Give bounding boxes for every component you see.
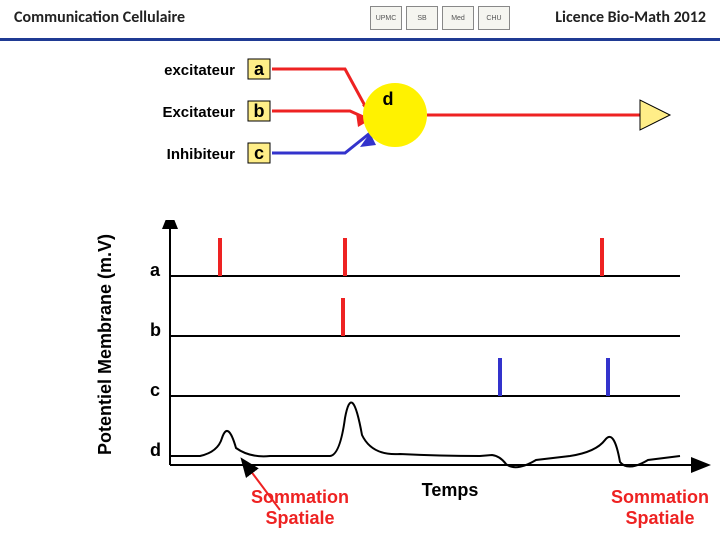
letter-b: b <box>254 101 265 121</box>
letter-d: d <box>383 89 394 109</box>
axon-b <box>272 111 370 120</box>
caption-mid: Temps <box>400 480 500 501</box>
logo-upmc: UPMC <box>370 6 402 30</box>
logo-sb: SB <box>406 6 438 30</box>
page-header: Communication Cellulaire Licence Bio-Mat… <box>0 0 720 41</box>
spikes-a <box>220 238 602 276</box>
caption-left-text: Sommation Spatiale <box>230 487 370 529</box>
caption-right: Sommation Spatiale <box>590 487 720 529</box>
logo-med: Med <box>442 6 474 30</box>
row-label-a: a <box>150 260 161 280</box>
soma-d <box>363 83 427 147</box>
letter-c: c <box>254 143 264 163</box>
input-label-a: excitateur <box>164 62 235 79</box>
axon-a <box>272 69 370 115</box>
trace-d <box>170 402 680 467</box>
row-label-d: d <box>150 440 161 460</box>
logo-strip: UPMC SB Med CHU <box>370 6 510 30</box>
header-title-right: Licence Bio-Math 2012 <box>555 8 706 27</box>
input-label-b: Excitateur <box>162 104 235 121</box>
neuron-diagram: excitateur a Excitateur b Inhibiteur c d <box>0 45 720 220</box>
terminal-d <box>640 100 670 130</box>
row-label-c: c <box>150 380 160 400</box>
caption-left: Sommation Spatiale <box>230 487 370 529</box>
row-label-b: b <box>150 320 161 340</box>
caption-right-text: Sommation Spatiale <box>590 487 720 529</box>
spikes-c <box>500 358 608 396</box>
axon-c <box>272 133 370 153</box>
letter-a: a <box>254 59 265 79</box>
logo-chu: CHU <box>478 6 510 30</box>
header-title-left: Communication Cellulaire <box>14 8 185 27</box>
input-label-c: Inhibiteur <box>167 146 235 163</box>
